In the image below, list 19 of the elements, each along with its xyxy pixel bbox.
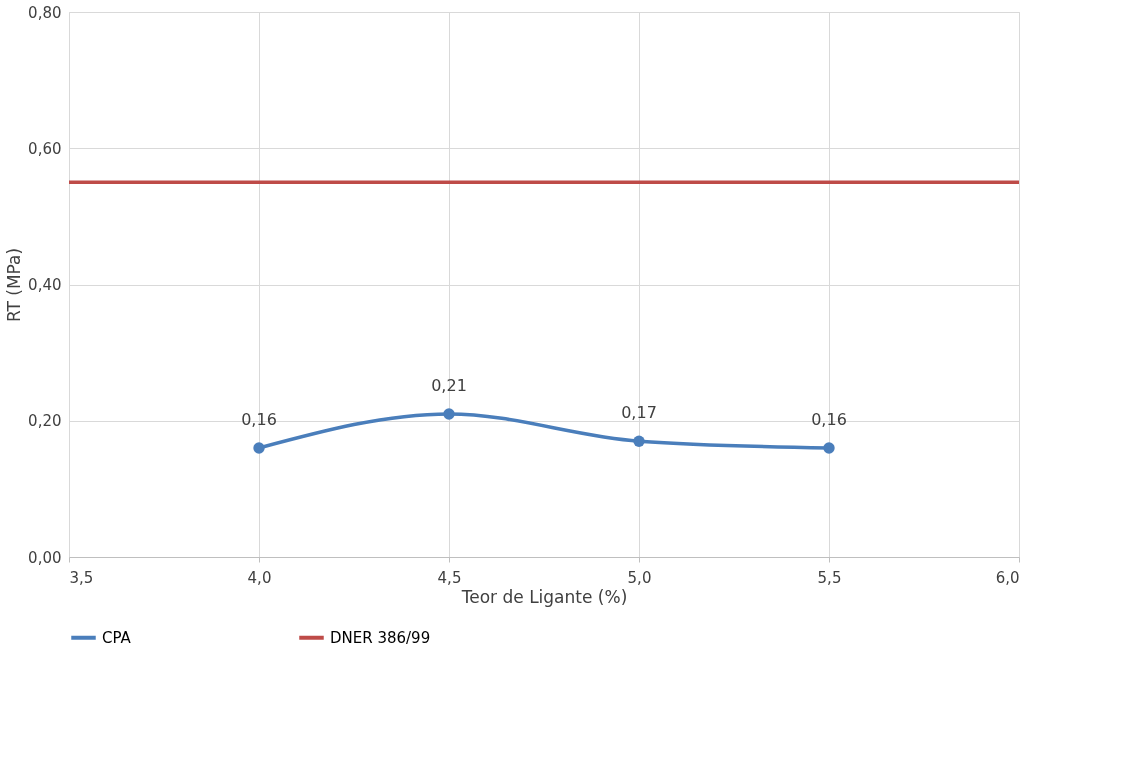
y-tick-label: 0,80 (28, 3, 62, 22)
x-tick-label: 5,0 (627, 568, 652, 587)
y-axis-title: RT (MPa) (4, 247, 25, 323)
x-tick-label: 3,5 (69, 568, 94, 587)
y-tick-label: 0,40 (28, 276, 62, 294)
x-axis-title: Teor de Ligante (%) (460, 586, 628, 607)
y-tick-label: 0,60 (28, 139, 62, 158)
legend-label: DNER 386/99 (330, 628, 431, 647)
x-tick-label: 6,0 (995, 568, 1020, 587)
x-tick-label: 4,0 (247, 568, 272, 587)
data-label: 0,16 (241, 410, 277, 429)
data-label: 0,16 (811, 410, 847, 429)
data-label: 0,21 (431, 375, 467, 395)
x-tick-label: 4,5 (437, 568, 462, 587)
y-tick-label: 0,20 (28, 412, 62, 431)
y-tick-label: 0,00 (28, 548, 62, 567)
legend-label: CPA (102, 628, 132, 647)
data-label: 0,17 (621, 403, 657, 423)
x-tick-label: 5,5 (817, 568, 842, 587)
